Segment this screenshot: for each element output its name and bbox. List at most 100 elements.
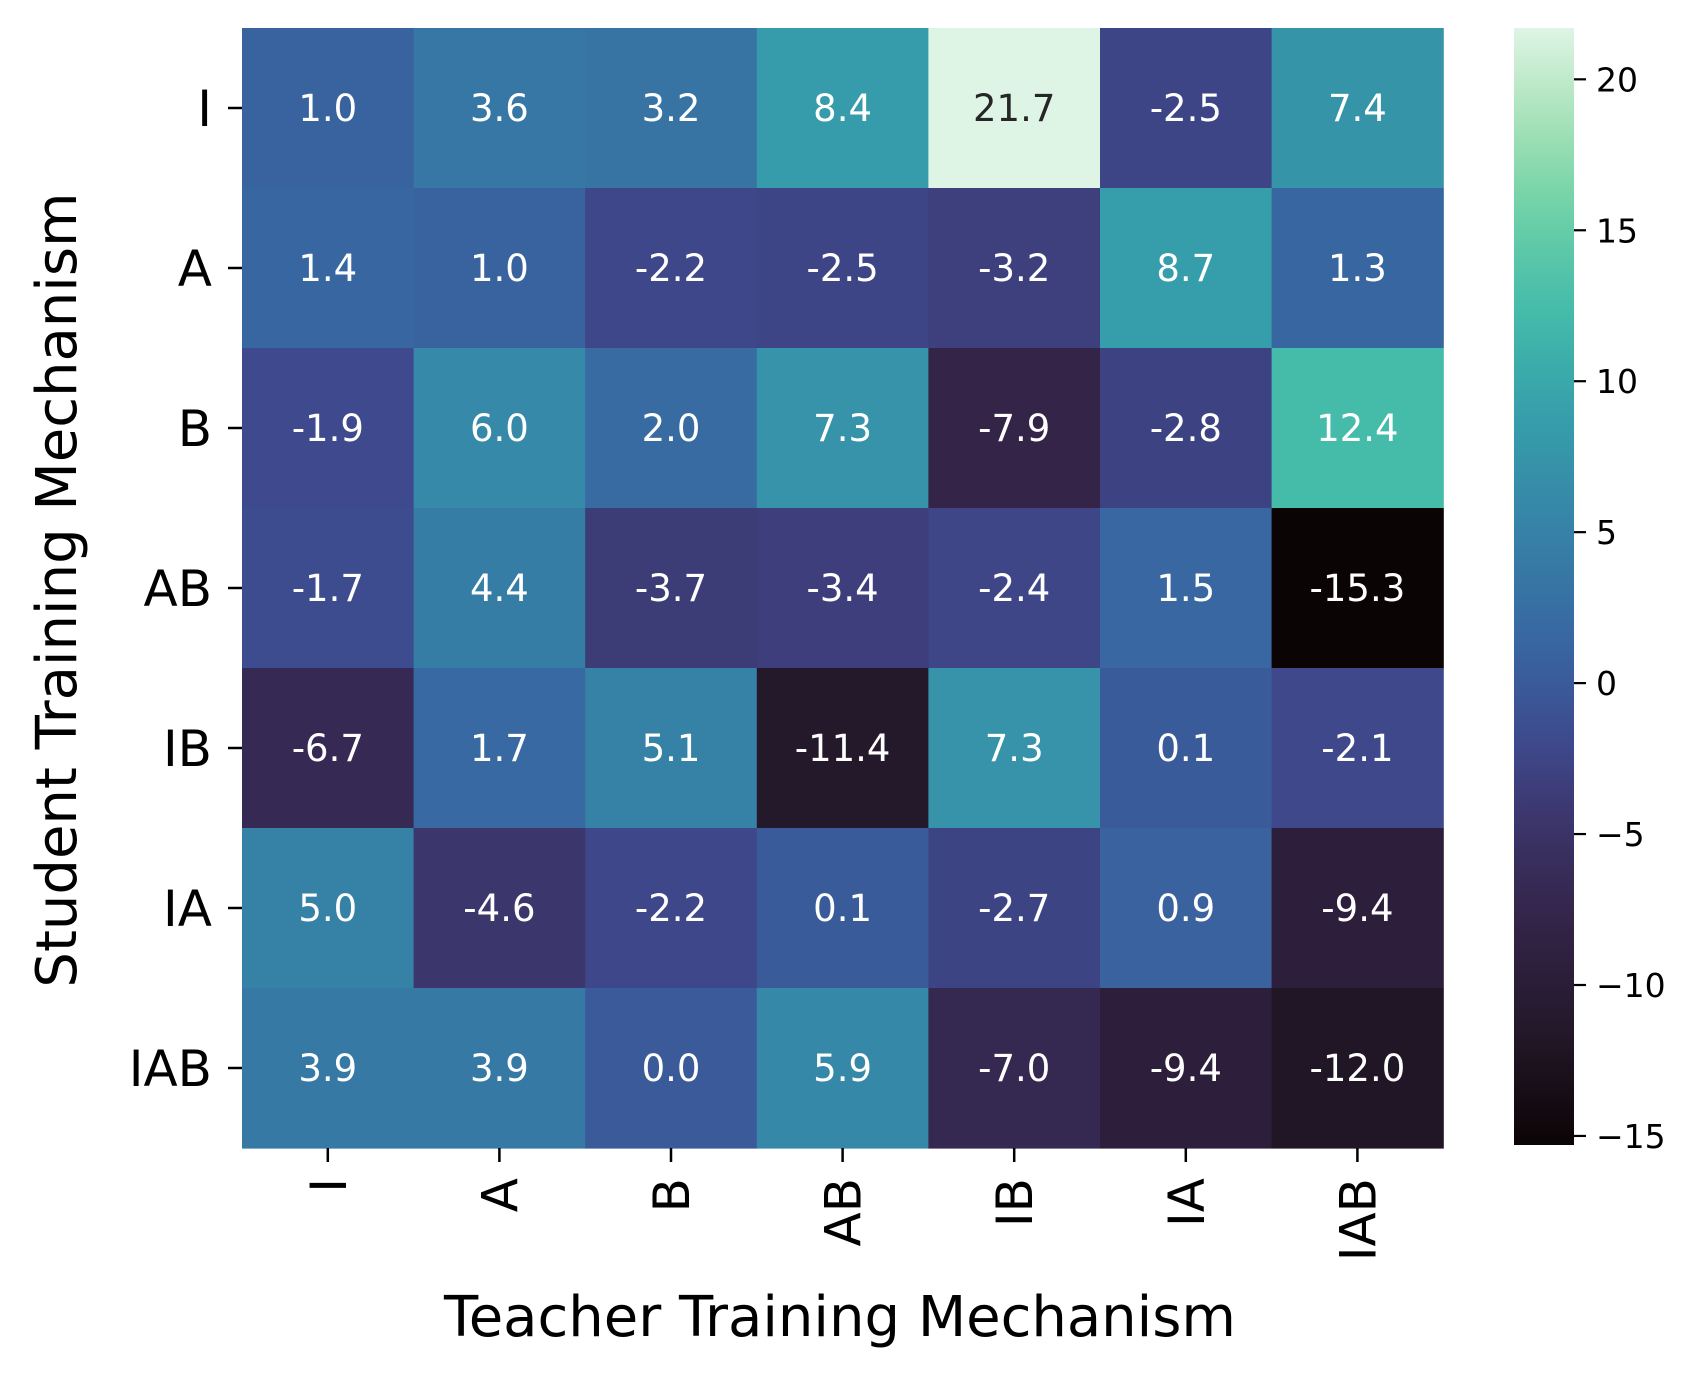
x-tick-label: IA	[1158, 1178, 1216, 1227]
cell-value-label: 1.5	[1156, 567, 1215, 610]
heatmap-cell	[1271, 508, 1444, 669]
colorbar-tick-label: 15	[1596, 211, 1638, 250]
heatmap-cell	[756, 28, 929, 189]
cell-value-label: 5.9	[813, 1047, 872, 1090]
heatmap-cell	[756, 828, 929, 989]
cell-value-label: -4.6	[463, 887, 535, 930]
heatmap-cell	[1100, 668, 1273, 829]
cell-value-label: -7.0	[978, 1047, 1050, 1090]
cell-value-label: 5.0	[298, 887, 357, 930]
cell-value-label: 3.9	[470, 1047, 529, 1090]
cell-value-label: 3.2	[642, 87, 701, 130]
heatmap-cell	[1100, 348, 1273, 509]
heatmap-cell	[1271, 188, 1444, 349]
colorbar-tick-label: 5	[1596, 513, 1617, 552]
cell-value-label: 6.0	[470, 407, 529, 450]
cell-value-label: -12.0	[1310, 1047, 1406, 1090]
heatmap-cell	[242, 828, 415, 989]
heatmap-cell	[585, 828, 758, 989]
cell-value-label: -3.7	[635, 567, 707, 610]
heatmap-cell	[413, 28, 586, 189]
y-tick-label: A	[178, 240, 212, 298]
cell-value-label: 2.0	[642, 407, 701, 450]
cell-value-label: 21.7	[973, 87, 1055, 130]
cell-value-label: 7.3	[985, 727, 1044, 770]
heatmap-cell	[1100, 988, 1273, 1149]
heatmap-cell	[242, 188, 415, 349]
cell-value-label: 5.1	[642, 727, 701, 770]
heatmap-cell	[1100, 28, 1273, 189]
cell-value-label: -7.9	[978, 407, 1050, 450]
heatmap-cell	[928, 348, 1101, 509]
colorbar-tick-label: −5	[1596, 815, 1645, 854]
cell-value-label: -2.5	[806, 247, 878, 290]
heatmap-cell	[1271, 668, 1444, 829]
x-tick-label: IAB	[1329, 1178, 1387, 1261]
heatmap-cell	[928, 28, 1101, 189]
cell-value-label: -11.4	[795, 727, 891, 770]
x-tick-label: IB	[986, 1178, 1044, 1227]
y-axis-title: Student Training Mechanism	[25, 192, 90, 987]
cell-value-label: -2.8	[1150, 407, 1222, 450]
cell-value-label: -15.3	[1310, 567, 1406, 610]
heatmap-cell	[1100, 508, 1273, 669]
cell-value-label: -2.1	[1321, 727, 1393, 770]
cell-value-label: 0.0	[642, 1047, 701, 1090]
heatmap-cells	[242, 28, 1444, 1149]
heatmap-cell	[1271, 988, 1444, 1149]
heatmap-cell	[242, 348, 415, 509]
heatmap-cell	[585, 508, 758, 669]
heatmap-cell	[756, 988, 929, 1149]
heatmap-cell	[585, 348, 758, 509]
colorbar-tick-label: −15	[1596, 1117, 1666, 1156]
cell-value-label: 1.0	[470, 247, 529, 290]
heatmap-cell	[928, 668, 1101, 829]
heatmap-cell	[1271, 348, 1444, 509]
cell-value-label: -2.4	[978, 567, 1050, 610]
cell-value-label: -1.7	[292, 567, 364, 610]
colorbar	[1514, 28, 1574, 1145]
cell-value-label: 8.4	[813, 87, 872, 130]
x-tick-label: B	[643, 1178, 701, 1212]
heatmap-cell	[928, 188, 1101, 349]
heatmap-value-labels: 1.0 3.6 3.2 8.4 21.7 -2.5 7.4 1.4 1.0 -2.2 -2.5 -3.…	[292, 87, 1406, 1090]
cell-value-label: 4.4	[470, 567, 529, 610]
heatmap-cell	[756, 508, 929, 669]
x-tick-label: A	[471, 1178, 529, 1212]
y-tick-label: AB	[143, 560, 212, 618]
heatmap-cell	[928, 508, 1101, 669]
heatmap-cell	[413, 188, 586, 349]
colorbar-ticks: −15 −10 −5 0 5 10 15 20	[1574, 60, 1666, 1156]
heatmap-cell	[1100, 188, 1273, 349]
colorbar-tick-label: 20	[1596, 60, 1638, 99]
colorbar-tick-label: −10	[1596, 966, 1666, 1005]
cell-value-label: -2.2	[635, 247, 707, 290]
cell-value-label: -3.4	[806, 567, 878, 610]
x-axis: I A B AB IB IA IAB	[300, 1148, 1387, 1261]
heatmap-cell	[242, 28, 415, 189]
cell-value-label: 1.3	[1328, 247, 1387, 290]
heatmap-cell	[756, 668, 929, 829]
cell-value-label: 0.1	[1156, 727, 1215, 770]
heatmap-cell	[413, 668, 586, 829]
cell-value-label: -9.4	[1150, 1047, 1222, 1090]
y-tick-label: IAB	[129, 1040, 212, 1098]
heatmap-cell	[1271, 828, 1444, 989]
cell-value-label: 1.7	[470, 727, 529, 770]
x-axis-title: Teacher Training Mechanism	[443, 1285, 1236, 1350]
heatmap-cell	[413, 828, 586, 989]
heatmap-cell	[928, 828, 1101, 989]
cell-value-label: -2.7	[978, 887, 1050, 930]
y-tick-label: I	[197, 80, 212, 138]
cell-value-label: -3.2	[978, 247, 1050, 290]
cell-value-label: 7.3	[813, 407, 872, 450]
cell-value-label: 12.4	[1316, 407, 1398, 450]
y-tick-label: IB	[163, 720, 212, 778]
y-tick-label: IA	[163, 880, 212, 938]
heatmap-cell	[756, 188, 929, 349]
x-tick-label: I	[300, 1178, 358, 1193]
heatmap-cell	[585, 188, 758, 349]
heatmap-cell	[1271, 28, 1444, 189]
cell-value-label: -2.5	[1150, 87, 1222, 130]
